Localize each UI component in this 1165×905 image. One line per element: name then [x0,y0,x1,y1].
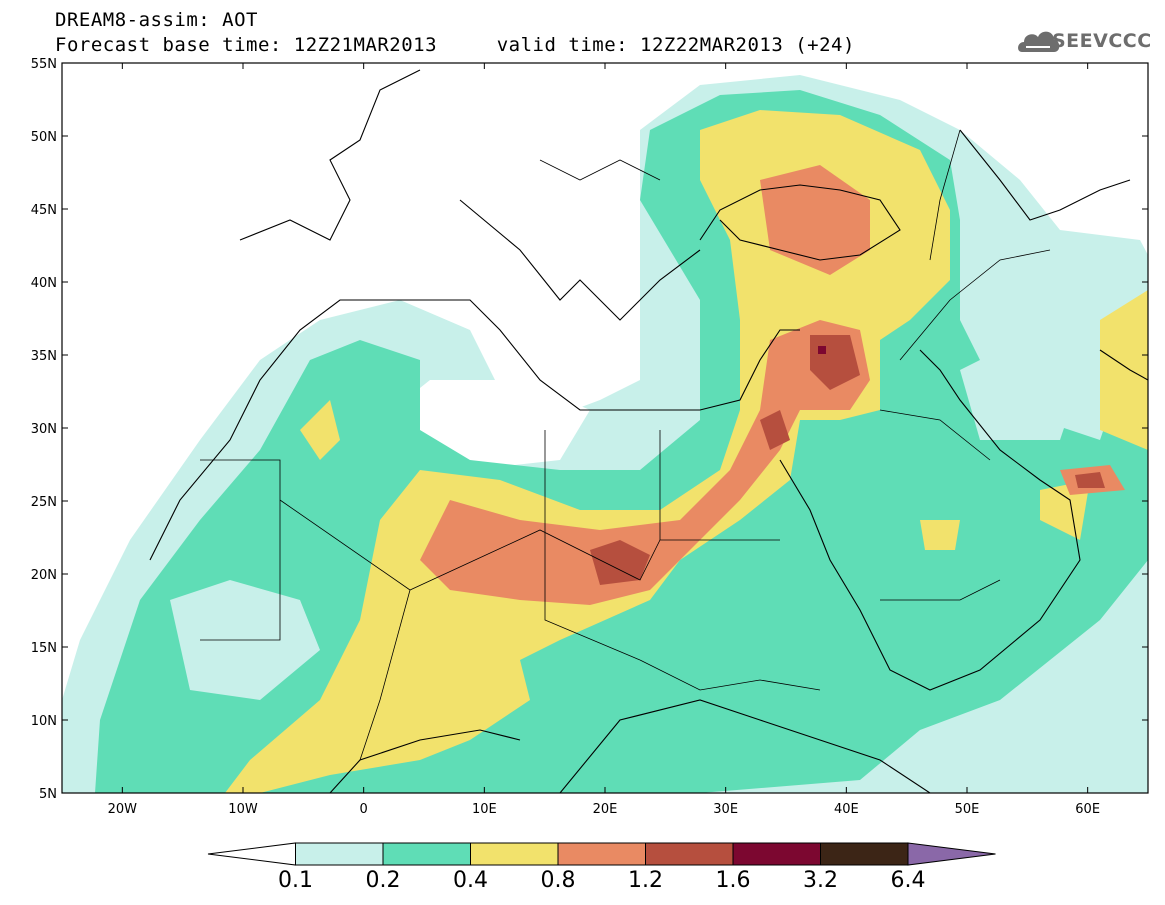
colorbar-swatch [732,842,821,866]
colorbar-swatch [470,842,559,866]
lat-label: 50N [31,130,57,145]
forecast-times: Forecast base time: 12Z21MAR2013 valid t… [55,34,855,56]
colorbar-label: 0.1 [278,868,313,893]
colorbar: 0.1 0.2 0.4 0.8 1.2 1.6 3.2 6.4 [207,842,996,893]
colorbar-label: 1.2 [628,868,663,893]
logo-text: SEEVCCC [1052,30,1152,52]
lat-label: 25N [31,495,57,510]
colorbar-label: 3.2 [803,868,838,893]
aot-contour-1.2 [590,540,650,585]
lat-label: 40N [31,276,57,291]
lon-label: 60E [1075,802,1100,817]
lon-label: 40E [834,802,859,817]
lon-label: 20W [108,802,138,817]
lat-label: 55N [31,57,57,72]
colorbar-label: 0.4 [453,868,488,893]
aot-contour-1.6 [818,346,826,354]
cloud-icon [1018,31,1060,52]
lat-label: 10N [31,714,57,729]
coastlines [149,69,1148,793]
aot-contour-0.4 [225,110,950,793]
colorbar-label: 0.2 [366,868,401,893]
lat-label: 30N [31,422,57,437]
lat-axis: 55N 50N 45N 40N 35N 30N 25N 20N 15N 10N 5N [31,57,1148,802]
lon-label: 30E [713,802,738,817]
lat-label: 5N [39,787,57,802]
colorbar-swatch [907,842,996,866]
lon-label: 20E [593,802,618,817]
colorbar-label: 1.6 [716,868,751,893]
lon-label: 50E [955,802,980,817]
colorbar-swatch [645,842,734,866]
lat-label: 15N [31,641,57,656]
colorbar-label: 6.4 [891,868,926,893]
colorbar-swatch [207,842,296,866]
aot-fields [62,63,1148,793]
colorbar-swatch [820,842,909,866]
lat-label: 35N [31,349,57,364]
lat-label: 45N [31,203,57,218]
lat-label: 20N [31,568,57,583]
colorbar-swatch [295,842,384,866]
lon-axis: 20W 10W 0 10E 20E 30E 40E 50E 60E [108,63,1100,817]
colorbar-swatch [557,842,646,866]
colorbar-label: 0.8 [541,868,576,893]
map-title: DREAM8-assim: AOT [55,9,258,31]
country-borders [200,129,1051,761]
lon-label: 10W [228,802,258,817]
lon-label: 0 [360,802,368,817]
lon-label: 10E [472,802,497,817]
colorbar-swatch [382,842,471,866]
